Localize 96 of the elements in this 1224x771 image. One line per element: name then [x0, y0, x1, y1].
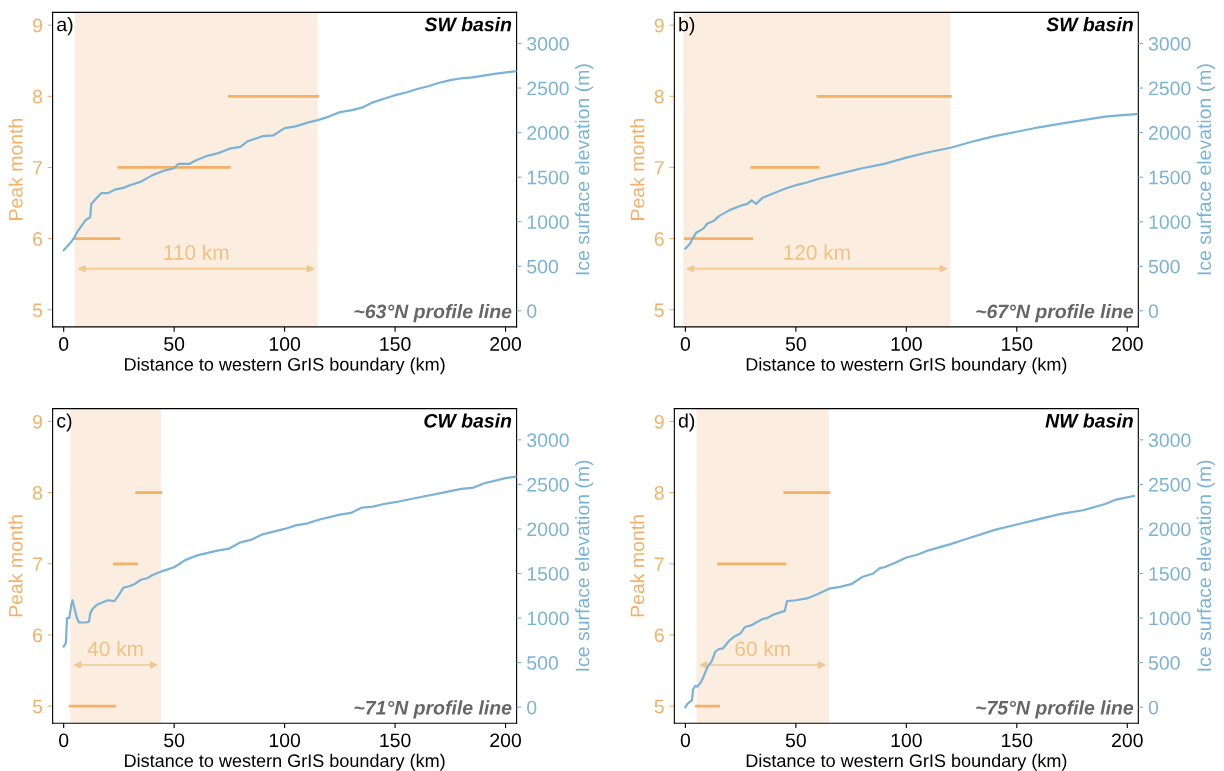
- y2-tick-label: 2500: [1149, 477, 1191, 492]
- y-axis-title: Peak month: [8, 515, 23, 617]
- y2-tick-label: 3000: [527, 36, 569, 51]
- y-tick-label: 6: [654, 232, 664, 246]
- y-tick-label: 9: [33, 414, 42, 429]
- y-axis-title: Peak month: [8, 118, 23, 220]
- y-tick-label: 7: [654, 161, 664, 175]
- x-tick-label: 150: [1002, 733, 1033, 748]
- x-tick-label: 50: [785, 337, 806, 351]
- x-tick-label: 0: [59, 337, 69, 351]
- y2-tick-label: 0: [1148, 700, 1159, 715]
- y2-axis-title: Ice surface elevation (m): [575, 64, 594, 275]
- y2-axis-title: Ice surface elevation (m): [1196, 460, 1215, 671]
- y2-tick-label: 1500: [1149, 170, 1191, 185]
- x-tick-label: 50: [164, 733, 185, 748]
- annotation: ~71°N profile line: [354, 700, 512, 719]
- annotation: d): [678, 413, 695, 432]
- annotation: 40 km: [87, 640, 143, 657]
- y-tick-label: 5: [32, 303, 43, 318]
- y2-axis-title: Ice surface elevation (m): [1196, 64, 1215, 275]
- y-tick-label: 6: [654, 628, 664, 643]
- y-tick-label: 9: [654, 414, 664, 429]
- y-tick-label: 8: [654, 486, 664, 500]
- x-axis-title: Distance to western GrIS boundary (km): [746, 753, 1067, 771]
- y-tick-label: 9: [33, 18, 42, 33]
- y2-tick-label: 2500: [1149, 81, 1191, 96]
- y2-tick-label: 1500: [527, 566, 569, 581]
- y2-tick-label: 1500: [1149, 566, 1191, 581]
- annotation: c): [57, 413, 72, 432]
- y-tick-label: 7: [33, 557, 42, 571]
- y2-tick-label: 2000: [1149, 522, 1191, 537]
- annotation: ~67°N profile line: [976, 304, 1134, 323]
- x-tick-label: 200: [1112, 733, 1143, 748]
- y2-tick-label: 0: [527, 700, 537, 715]
- x-tick-label: 150: [380, 337, 411, 351]
- x-tick-label: 150: [380, 733, 411, 748]
- x-tick-label: 0: [680, 733, 691, 748]
- y2-tick-label: 1500: [527, 170, 569, 185]
- x-axis-title: Distance to western GrIS boundary (km): [125, 357, 445, 375]
- y2-tick-label: 1000: [1149, 215, 1191, 229]
- x-tick-label: 50: [164, 337, 185, 351]
- y2-tick-label: 2000: [1149, 126, 1191, 140]
- y-tick-label: 8: [654, 89, 664, 104]
- annotation: 120 km: [784, 244, 850, 260]
- annotation: 110 km: [164, 244, 229, 260]
- x-tick-label: 200: [1112, 337, 1143, 351]
- y2-tick-label: 500: [527, 656, 558, 670]
- chart-title: NW basin: [1045, 413, 1133, 428]
- annotation: a): [57, 17, 73, 36]
- chart-title: CW basin: [424, 413, 512, 428]
- y2-tick-label: 1000: [527, 215, 569, 229]
- annotation: ~63°N profile line: [354, 304, 512, 323]
- annotation: 60 km: [735, 640, 790, 657]
- annotation: ~75°N profile line: [976, 700, 1134, 719]
- y2-tick-label: 3000: [1148, 433, 1191, 448]
- chart-title: SW basin: [424, 17, 512, 32]
- y-tick-label: 9: [654, 18, 664, 33]
- y-tick-label: 5: [654, 699, 664, 714]
- y-tick-label: 8: [32, 486, 43, 500]
- y-tick-label: 6: [33, 232, 43, 246]
- y2-tick-label: 2000: [527, 126, 569, 140]
- y-tick-label: 5: [654, 303, 664, 318]
- y-tick-label: 5: [32, 699, 43, 714]
- x-tick-label: 200: [490, 337, 522, 351]
- y2-tick-label: 2500: [527, 477, 569, 492]
- y2-tick-label: 500: [1148, 259, 1180, 274]
- annotation: b): [679, 17, 695, 36]
- x-tick-label: 100: [891, 733, 922, 748]
- y2-tick-label: 3000: [1148, 36, 1191, 51]
- y-axis-title: Peak month: [630, 118, 645, 220]
- y2-tick-label: 1000: [527, 611, 569, 626]
- chart-title: SW basin: [1046, 17, 1133, 32]
- x-tick-label: 100: [269, 733, 301, 748]
- y2-tick-label: 2000: [527, 522, 569, 537]
- y2-axis-title: Ice surface elevation (m): [575, 460, 594, 671]
- x-tick-label: 150: [1002, 337, 1033, 351]
- y2-tick-label: 1000: [1149, 611, 1191, 626]
- y-tick-label: 7: [654, 557, 664, 571]
- y2-tick-label: 500: [527, 259, 558, 274]
- y2-tick-label: 2500: [527, 81, 569, 96]
- x-tick-label: 200: [490, 733, 522, 748]
- y-tick-label: 8: [32, 89, 43, 104]
- x-axis-title: Distance to western GrIS boundary (km): [746, 357, 1067, 375]
- x-tick-label: 50: [785, 733, 806, 748]
- x-tick-label: 0: [59, 733, 69, 748]
- x-axis-title: Distance to western GrIS boundary (km): [125, 753, 445, 771]
- x-tick-label: 0: [680, 337, 691, 351]
- y2-tick-label: 0: [1148, 304, 1159, 319]
- x-tick-label: 100: [891, 337, 922, 351]
- y2-tick-label: 3000: [527, 433, 569, 448]
- x-tick-label: 100: [269, 337, 301, 351]
- y-tick-label: 7: [33, 161, 42, 175]
- y-tick-label: 6: [33, 628, 43, 643]
- y-axis-title: Peak month: [630, 515, 645, 617]
- y2-tick-label: 500: [1148, 656, 1180, 670]
- y2-tick-label: 0: [527, 304, 537, 319]
